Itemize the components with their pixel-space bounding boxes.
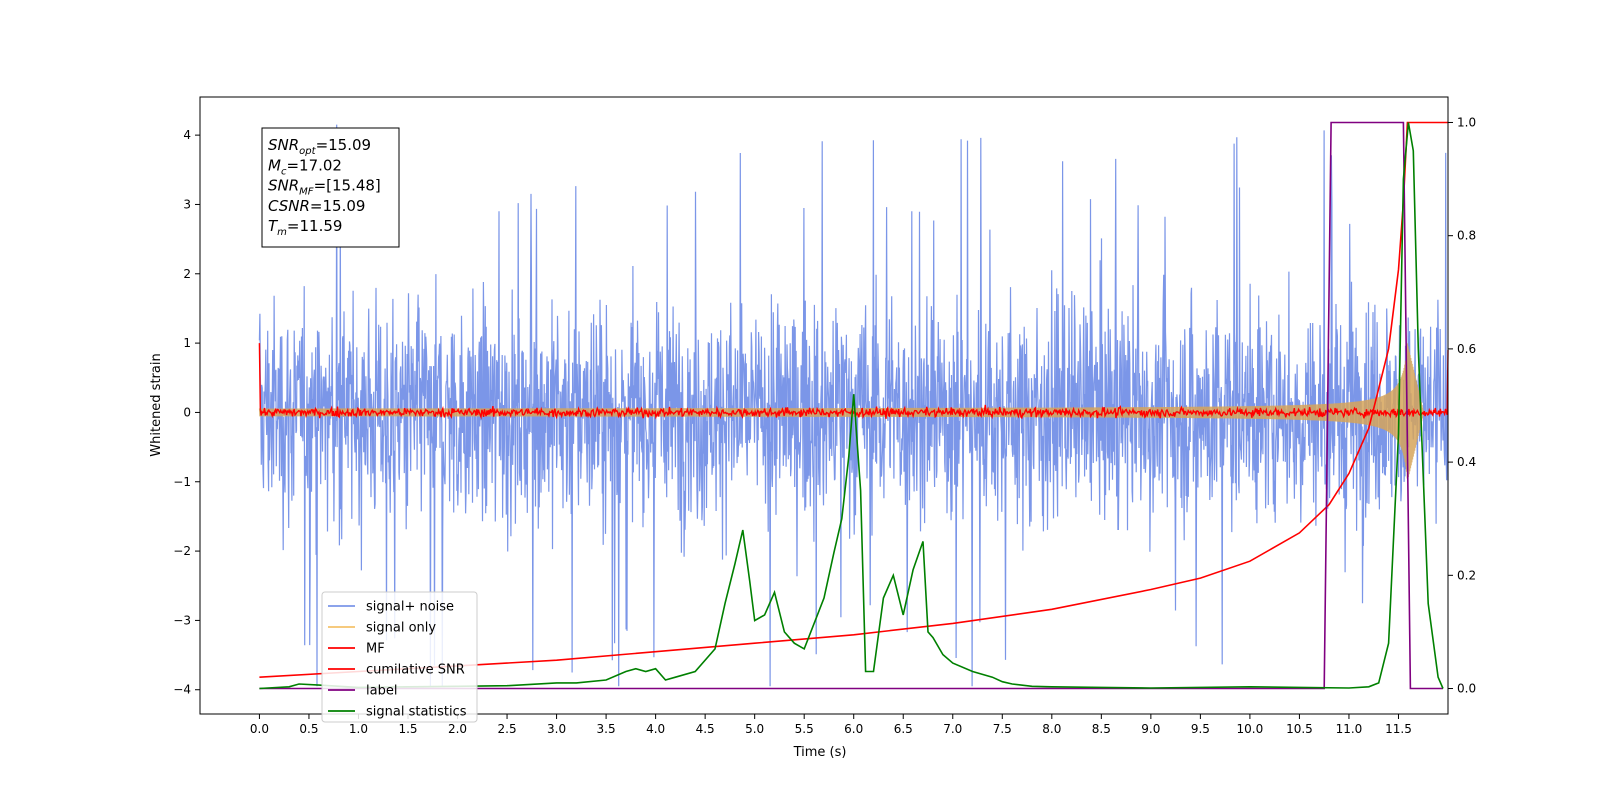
- x-tick-label: 0.5: [299, 722, 318, 736]
- x-tick-label: 2.5: [498, 722, 517, 736]
- x-tick-label: 11.0: [1336, 722, 1363, 736]
- y-left-tick-label: 4: [183, 128, 191, 142]
- legend-frame: [321, 591, 478, 723]
- annotation-line: Tm=11.59: [268, 217, 342, 238]
- annotation-line: CSNR=15.09: [268, 197, 365, 215]
- x-tick-label: 6.0: [844, 722, 863, 736]
- x-tick-label: 4.0: [646, 722, 665, 736]
- series-mf: [258, 343, 1449, 420]
- x-tick-label: 7.0: [943, 722, 962, 736]
- legend-label: signal+ noise: [366, 600, 454, 615]
- series-layer: [258, 121, 1449, 690]
- annotation-line: Mc=17.02: [268, 156, 342, 177]
- annotation-box: SNRopt=15.09Mc=17.02SNRMF=[15.48]CSNR=15…: [261, 127, 400, 248]
- legend-label: MF: [366, 642, 385, 657]
- y-axis-label: Whitened strain: [149, 353, 164, 456]
- series-signal-statistics: [259, 122, 1444, 690]
- x-axis: 0.0 0.5 1.0 1.5 2.0 2.5 3.0 3.5 4.0 4.5 5.0 5.5 6.0 6…: [250, 714, 1412, 736]
- y-right-tick-label: 0.6: [1457, 342, 1476, 356]
- x-tick-label: 2.0: [448, 722, 467, 736]
- x-tick-label: 5.5: [795, 722, 814, 736]
- legend-label: signal only: [366, 621, 436, 636]
- x-tick-label: 7.5: [993, 722, 1012, 736]
- y-left-tick-label: −4: [173, 683, 191, 697]
- y-left-tick-label: −2: [173, 544, 191, 558]
- x-tick-label: 10.0: [1237, 722, 1264, 736]
- y-axis-right: 0.0 0.2 0.4 0.6 0.8 1.0: [1448, 115, 1476, 696]
- y-left-tick-label: 0: [183, 405, 191, 419]
- x-tick-label: 6.5: [894, 722, 913, 736]
- y-left-tick-label: 3: [183, 197, 191, 211]
- x-tick-label: 0.0: [250, 722, 269, 736]
- annotation-line: SNRopt=15.09: [268, 136, 371, 157]
- annotation-lines: SNRopt=15.09Mc=17.02SNRMF=[15.48]CSNR=15…: [268, 136, 381, 238]
- x-tick-label: 11.5: [1385, 722, 1412, 736]
- x-tick-label: 1.5: [398, 722, 417, 736]
- y-left-tick-label: −1: [173, 475, 191, 489]
- x-tick-label: 3.5: [597, 722, 616, 736]
- series-signal-noise: [258, 124, 1449, 687]
- x-tick-label: 8.5: [1092, 722, 1111, 736]
- legend-label: cumilative SNR: [366, 663, 465, 678]
- x-axis-label: Time (s): [793, 745, 847, 760]
- y-left-tick-label: −3: [173, 613, 191, 627]
- plot-frame: [199, 96, 1449, 715]
- legend-label: label: [366, 684, 397, 699]
- y-left-tick-label: 1: [183, 336, 191, 350]
- x-tick-label: 4.5: [696, 722, 715, 736]
- legend: signal+ noise signal only MF cumilative SNR…: [321, 591, 478, 723]
- y-left-tick-label: 2: [183, 267, 191, 281]
- x-tick-label: 8.0: [1042, 722, 1061, 736]
- annotation-line: SNRMF=[15.48]: [268, 177, 381, 198]
- y-right-tick-label: 1.0: [1457, 115, 1476, 129]
- y-right-tick-label: 0.8: [1457, 229, 1476, 243]
- legend-label: signal statistics: [366, 705, 467, 720]
- y-right-tick-label: 0.2: [1457, 568, 1476, 582]
- annotation-frame: [261, 127, 400, 248]
- y-right-tick-label: 0.4: [1457, 455, 1476, 469]
- x-tick-label: 9.0: [1141, 722, 1160, 736]
- x-tick-label: 10.5: [1286, 722, 1313, 736]
- x-tick-label: 1.0: [349, 722, 368, 736]
- y-right-tick-label: 0.0: [1457, 682, 1476, 696]
- x-tick-label: 3.0: [547, 722, 566, 736]
- x-tick-label: 5.0: [745, 722, 764, 736]
- x-tick-label: 9.5: [1191, 722, 1210, 736]
- series-signal-only: [258, 343, 1448, 481]
- legend-entries: signal+ noise signal only MF cumilative SNR…: [328, 600, 467, 720]
- y-axis-left: −4 −3 −2 −1 0 1 2 3 4: [173, 128, 200, 697]
- series-cumulative-snr: [259, 121, 1448, 678]
